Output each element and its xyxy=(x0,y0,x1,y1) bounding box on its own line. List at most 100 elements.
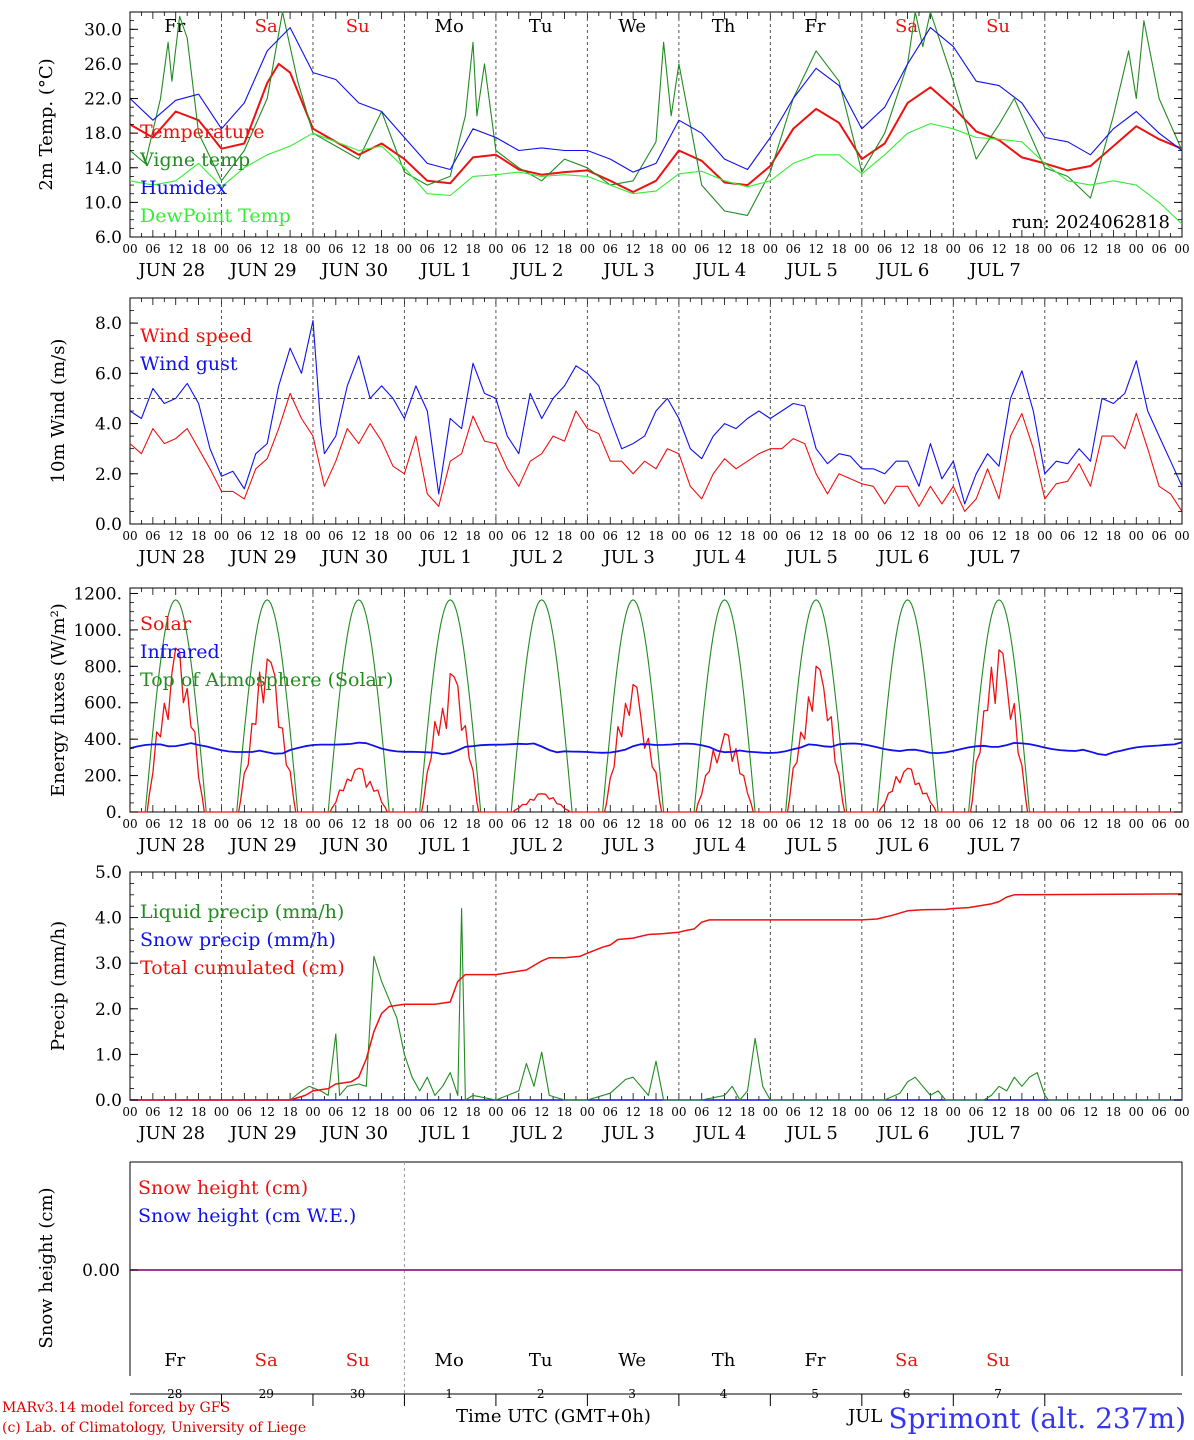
hour-tick-label: 06 xyxy=(420,529,435,543)
hour-tick-label: 12 xyxy=(900,242,915,256)
panel-1 xyxy=(129,11,1183,238)
hour-tick-label: 06 xyxy=(786,1105,801,1119)
hour-tick-label: 18 xyxy=(374,529,389,543)
day-number: 5 xyxy=(811,1387,819,1401)
hour-tick-label: 06 xyxy=(237,817,252,831)
hour-tick-label: 12 xyxy=(443,1105,458,1119)
x-axis-3: 00 06 12 18 00 06 12 18 00 06 12 18 00 06 12 18 00 06 12 18… xyxy=(122,817,1189,856)
hour-tick-label: 12 xyxy=(351,242,366,256)
y-tick-label: 2.0 xyxy=(95,1000,122,1020)
hour-tick-label: 12 xyxy=(534,817,549,831)
date-label: JUL 3 xyxy=(601,1123,655,1144)
hour-tick-label: 12 xyxy=(991,817,1006,831)
date-label: JUL 6 xyxy=(876,260,930,281)
hour-tick-label: 18 xyxy=(374,1105,389,1119)
date-label: JUN 30 xyxy=(319,1123,388,1144)
hour-tick-label: 00 xyxy=(122,817,137,831)
run-annotation: run: 2024062818 xyxy=(1012,212,1170,233)
legend-entry: Snow precip (mm/h) xyxy=(140,929,336,951)
hour-tick-label: 06 xyxy=(694,1105,709,1119)
date-label: JUN 29 xyxy=(228,835,297,856)
weekday-label: Fr xyxy=(805,16,826,37)
day-number: 29 xyxy=(259,1387,274,1401)
hour-tick-label: 06 xyxy=(511,1105,526,1119)
series-humidex xyxy=(129,27,1183,173)
hour-tick-label: 18 xyxy=(1106,817,1121,831)
hour-tick-label: 06 xyxy=(786,817,801,831)
date-label: JUL 5 xyxy=(784,1123,838,1144)
hour-tick-label: 06 xyxy=(603,529,618,543)
hour-tick-label: 06 xyxy=(1151,242,1166,256)
weekday-label: Mo xyxy=(435,1350,464,1371)
y-axis-title: Precip (mm/h) xyxy=(48,921,69,1051)
hour-tick-label: 00 xyxy=(1037,1105,1052,1119)
x-axis-1: 00 06 12 18 00 06 12 18 00 06 12 18 00 06 12 18 00 06 12 18… xyxy=(122,242,1189,281)
hour-tick-label: 06 xyxy=(786,529,801,543)
x-axis-month-stub: JUL xyxy=(848,1406,883,1427)
hour-tick-label: 06 xyxy=(328,817,343,831)
hour-tick-label: 12 xyxy=(625,529,640,543)
hour-tick-label: 00 xyxy=(1174,1105,1189,1119)
date-label: JUN 28 xyxy=(136,547,205,568)
date-label: JUN 30 xyxy=(319,260,388,281)
legend-entry: Top of Atmosphere (Solar) xyxy=(140,669,393,691)
hour-tick-label: 00 xyxy=(1174,529,1189,543)
y-tick-label: 0. xyxy=(106,803,122,823)
legend-3: Solar Infrared Top of Atmosphere (Solar) xyxy=(140,613,393,691)
series-solar xyxy=(130,647,1182,813)
hour-tick-label: 18 xyxy=(557,529,572,543)
y-tick-label: 10.0 xyxy=(84,193,122,213)
hour-tick-label: 00 xyxy=(1037,242,1052,256)
date-label: JUN 28 xyxy=(136,260,205,281)
legend-entry: Wind gust xyxy=(140,353,238,375)
hour-tick-label: 18 xyxy=(740,529,755,543)
hour-tick-label: 18 xyxy=(465,1105,480,1119)
date-label: JUL 2 xyxy=(510,835,564,856)
series-temperature xyxy=(129,62,1183,193)
hour-tick-label: 18 xyxy=(740,817,755,831)
legend-entry: Liquid precip (mm/h) xyxy=(140,901,344,923)
hour-tick-label: 12 xyxy=(168,242,183,256)
date-label: JUL 5 xyxy=(784,547,838,568)
hour-tick-label: 18 xyxy=(1106,1105,1121,1119)
legend-1: Temperature Vigne temp Humidex DewPoint Tem… xyxy=(139,121,291,227)
date-label: JUL 4 xyxy=(693,260,747,281)
hour-tick-label: 06 xyxy=(145,529,160,543)
hour-tick-label: 00 xyxy=(763,242,778,256)
date-label: JUL 1 xyxy=(418,260,472,281)
hour-tick-label: 18 xyxy=(191,1105,206,1119)
hour-tick-label: 00 xyxy=(1037,529,1052,543)
weekday-label: Fr xyxy=(805,1350,826,1371)
weekday-label: Th xyxy=(712,1350,736,1371)
hour-tick-label: 00 xyxy=(1129,242,1144,256)
day-number: 1 xyxy=(445,1387,453,1401)
y-tick-label: 400. xyxy=(84,730,122,750)
series-infrared xyxy=(129,741,1183,756)
hour-tick-label: 06 xyxy=(420,1105,435,1119)
hour-tick-label: 18 xyxy=(740,242,755,256)
hour-tick-label: 00 xyxy=(488,1105,503,1119)
hour-tick-label: 00 xyxy=(854,817,869,831)
hour-tick-label: 12 xyxy=(1083,817,1098,831)
hour-tick-label: 00 xyxy=(397,242,412,256)
date-label: JUL 1 xyxy=(418,1123,472,1144)
hour-tick-label: 00 xyxy=(854,1105,869,1119)
hour-tick-label: 06 xyxy=(328,529,343,543)
weekday-label: Fr xyxy=(164,16,185,37)
weekday-label: Tu xyxy=(529,16,553,37)
date-label: JUL 7 xyxy=(967,260,1021,281)
day-number-row: 28 29 30 1 2 3 4 5 6 7 xyxy=(167,1387,1002,1401)
hour-tick-label: 06 xyxy=(1060,529,1075,543)
hour-tick-label: 00 xyxy=(122,529,137,543)
day-separators-1 xyxy=(220,12,1046,237)
hour-tick-label: 06 xyxy=(237,1105,252,1119)
date-label: JUL 2 xyxy=(510,260,564,281)
hour-tick-label: 18 xyxy=(465,529,480,543)
hour-tick-label: 12 xyxy=(534,242,549,256)
hour-tick-label: 12 xyxy=(808,1105,823,1119)
x-axis-title: Time UTC (GMT+0h) xyxy=(456,1406,651,1427)
hour-tick-label: 18 xyxy=(923,242,938,256)
x-axis-2: 00 06 12 18 00 06 12 18 00 06 12 18 00 06 12 18 00 06 12 18… xyxy=(122,529,1189,568)
day-number: 7 xyxy=(994,1387,1002,1401)
hour-tick-label: 00 xyxy=(305,1105,320,1119)
